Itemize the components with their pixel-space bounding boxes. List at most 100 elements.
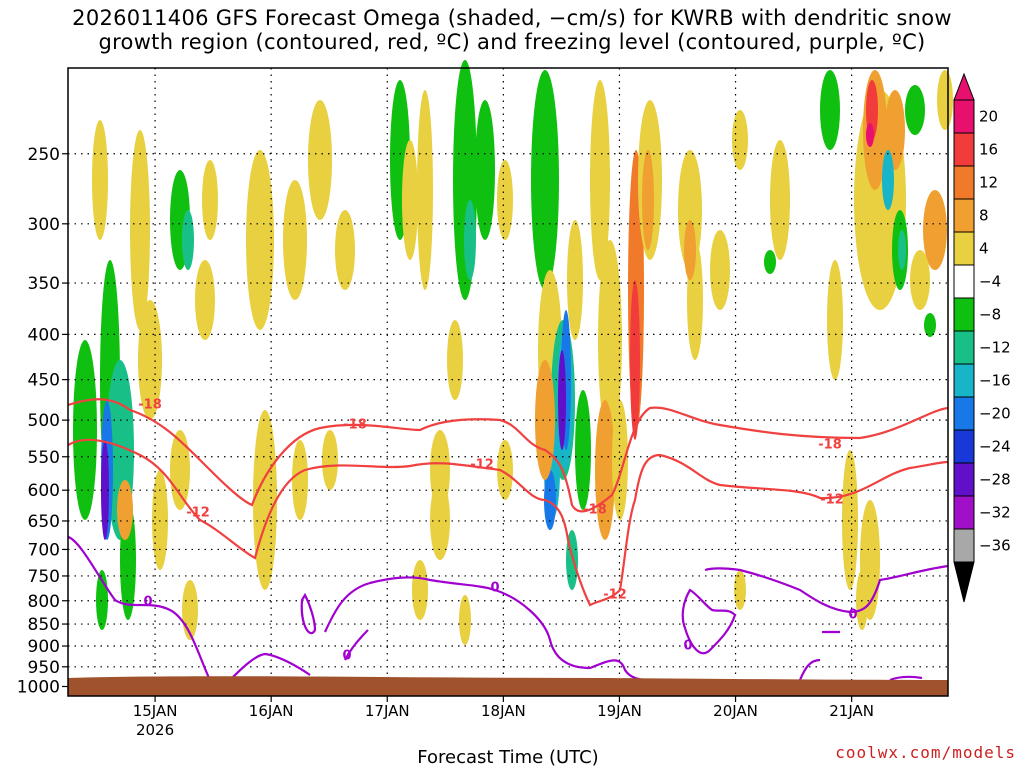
colorbar-swatch xyxy=(953,396,975,431)
omega-cell xyxy=(710,230,730,310)
omega-cell xyxy=(73,340,97,520)
omega-cell xyxy=(447,320,463,400)
omega-cell xyxy=(734,570,746,610)
y-tick-label: 600 xyxy=(28,481,60,501)
omega-cell xyxy=(138,300,162,420)
omega-cell xyxy=(764,250,776,274)
omega-cell xyxy=(905,85,925,135)
omega-cell xyxy=(412,560,428,620)
omega-cell xyxy=(567,220,583,340)
freezing-contour-loop-a xyxy=(300,592,317,635)
colorbar-swatch xyxy=(953,363,975,398)
credit-text[interactable]: coolwx.com/models xyxy=(835,743,1016,762)
x-tick-label: 21JAN xyxy=(829,702,874,720)
omega-cell xyxy=(630,280,640,440)
colorbar-swatch xyxy=(953,198,975,233)
y-tick-label: 450 xyxy=(28,371,60,391)
omega-cell xyxy=(856,570,868,630)
omega-cell xyxy=(322,430,338,490)
omega-cell xyxy=(770,140,790,260)
chart-title: 2026011406 GFS Forecast Omega (shaded, −… xyxy=(0,6,1024,54)
colorbar-label: −32 xyxy=(979,504,1011,522)
y-tick-label: 300 xyxy=(28,215,60,235)
omega-cell xyxy=(642,150,654,250)
x-tick-sublabel: 2026 xyxy=(136,721,174,739)
plot-frame xyxy=(67,67,949,697)
y-tick-label: 750 xyxy=(28,567,60,587)
freezing-contour-left xyxy=(67,535,211,681)
y-tick-label: 900 xyxy=(28,637,60,657)
y-tick-label: 400 xyxy=(28,325,60,345)
omega-cell xyxy=(842,450,858,590)
omega-cell xyxy=(898,230,906,270)
omega-cell xyxy=(117,480,133,540)
freezing-contour-main xyxy=(323,576,649,682)
x-tick-label: 19JAN xyxy=(597,702,642,720)
colorbar-swatch xyxy=(953,330,975,365)
y-tick-label: 800 xyxy=(28,592,60,612)
dgz-label-lower-2: -12 xyxy=(470,458,494,473)
colorbar: 20 16 12 8 4 −4 −8 −12 −16 −20 −24 −28 −32 −36 xyxy=(953,72,1011,603)
colorbar-label: −24 xyxy=(979,438,1011,456)
freezing-label-3: 0 xyxy=(342,649,351,664)
freezing-contour-loop-b xyxy=(681,588,737,655)
omega-cell xyxy=(531,70,559,290)
y-tick-label: 650 xyxy=(28,512,60,532)
omega-cell xyxy=(595,400,615,540)
y-tick-label: 550 xyxy=(28,448,60,468)
omega-cell xyxy=(497,440,513,500)
omega-cell xyxy=(820,70,840,150)
colorbar-label: 12 xyxy=(979,174,998,192)
omega-cell xyxy=(101,440,109,540)
omega-cell xyxy=(195,260,215,340)
freezing-contour-tail xyxy=(798,658,821,681)
dgz-contour-lower xyxy=(67,438,949,607)
y-tick-label: 350 xyxy=(28,274,60,294)
colorbar-swatch xyxy=(953,264,975,299)
dgz-label-upper-1: -18 xyxy=(138,398,162,413)
colorbar-label: 4 xyxy=(979,240,989,258)
omega-cell xyxy=(910,250,930,310)
colorbar-swatch xyxy=(953,132,975,167)
omega-cell xyxy=(866,123,874,147)
omega-cell xyxy=(924,313,936,337)
omega-shading xyxy=(73,60,953,645)
dgz-label-upper-3: -18 xyxy=(583,503,607,518)
omega-cell xyxy=(292,440,308,520)
x-tick-label: 18JAN xyxy=(481,702,526,720)
omega-cell xyxy=(417,90,433,290)
omega-cell xyxy=(590,80,610,280)
freezing-contour-right xyxy=(704,564,949,614)
freezing-label-4: 0 xyxy=(683,639,692,654)
x-tick-label: 16JAN xyxy=(249,702,294,720)
freezing-contour-hump xyxy=(229,652,311,681)
x-tick-label: 17JAN xyxy=(365,702,410,720)
y-tick-label: 850 xyxy=(28,615,60,635)
omega-cell xyxy=(430,480,450,560)
omega-cell xyxy=(558,350,566,450)
omega-cell xyxy=(923,190,947,270)
colorbar-label: −20 xyxy=(979,405,1011,423)
title-line-1: 2026011406 GFS Forecast Omega (shaded, −… xyxy=(72,6,952,30)
grid-lines xyxy=(68,68,948,696)
dgz-label-lower-3: -12 xyxy=(603,588,627,603)
y-axis: 2503003504004505005506006507007508008509… xyxy=(17,145,68,698)
omega-cell xyxy=(885,90,905,170)
omega-cell xyxy=(402,140,418,260)
omega-cell xyxy=(283,180,307,300)
freezing-label-1: 0 xyxy=(143,595,152,610)
freezing-label-5: 0 xyxy=(848,608,857,623)
freezing-label-2: 0 xyxy=(490,581,499,596)
colorbar-label: −8 xyxy=(979,306,1001,324)
omega-cell xyxy=(575,390,591,510)
omega-cell xyxy=(544,470,556,530)
omega-cell xyxy=(130,130,150,330)
freezing-contour-end xyxy=(889,675,923,682)
colorbar-label: −16 xyxy=(979,372,1011,390)
x-tick-label: 20JAN xyxy=(713,702,758,720)
omega-cell xyxy=(678,150,702,270)
omega-cell xyxy=(459,595,471,645)
omega-cell xyxy=(497,160,513,240)
